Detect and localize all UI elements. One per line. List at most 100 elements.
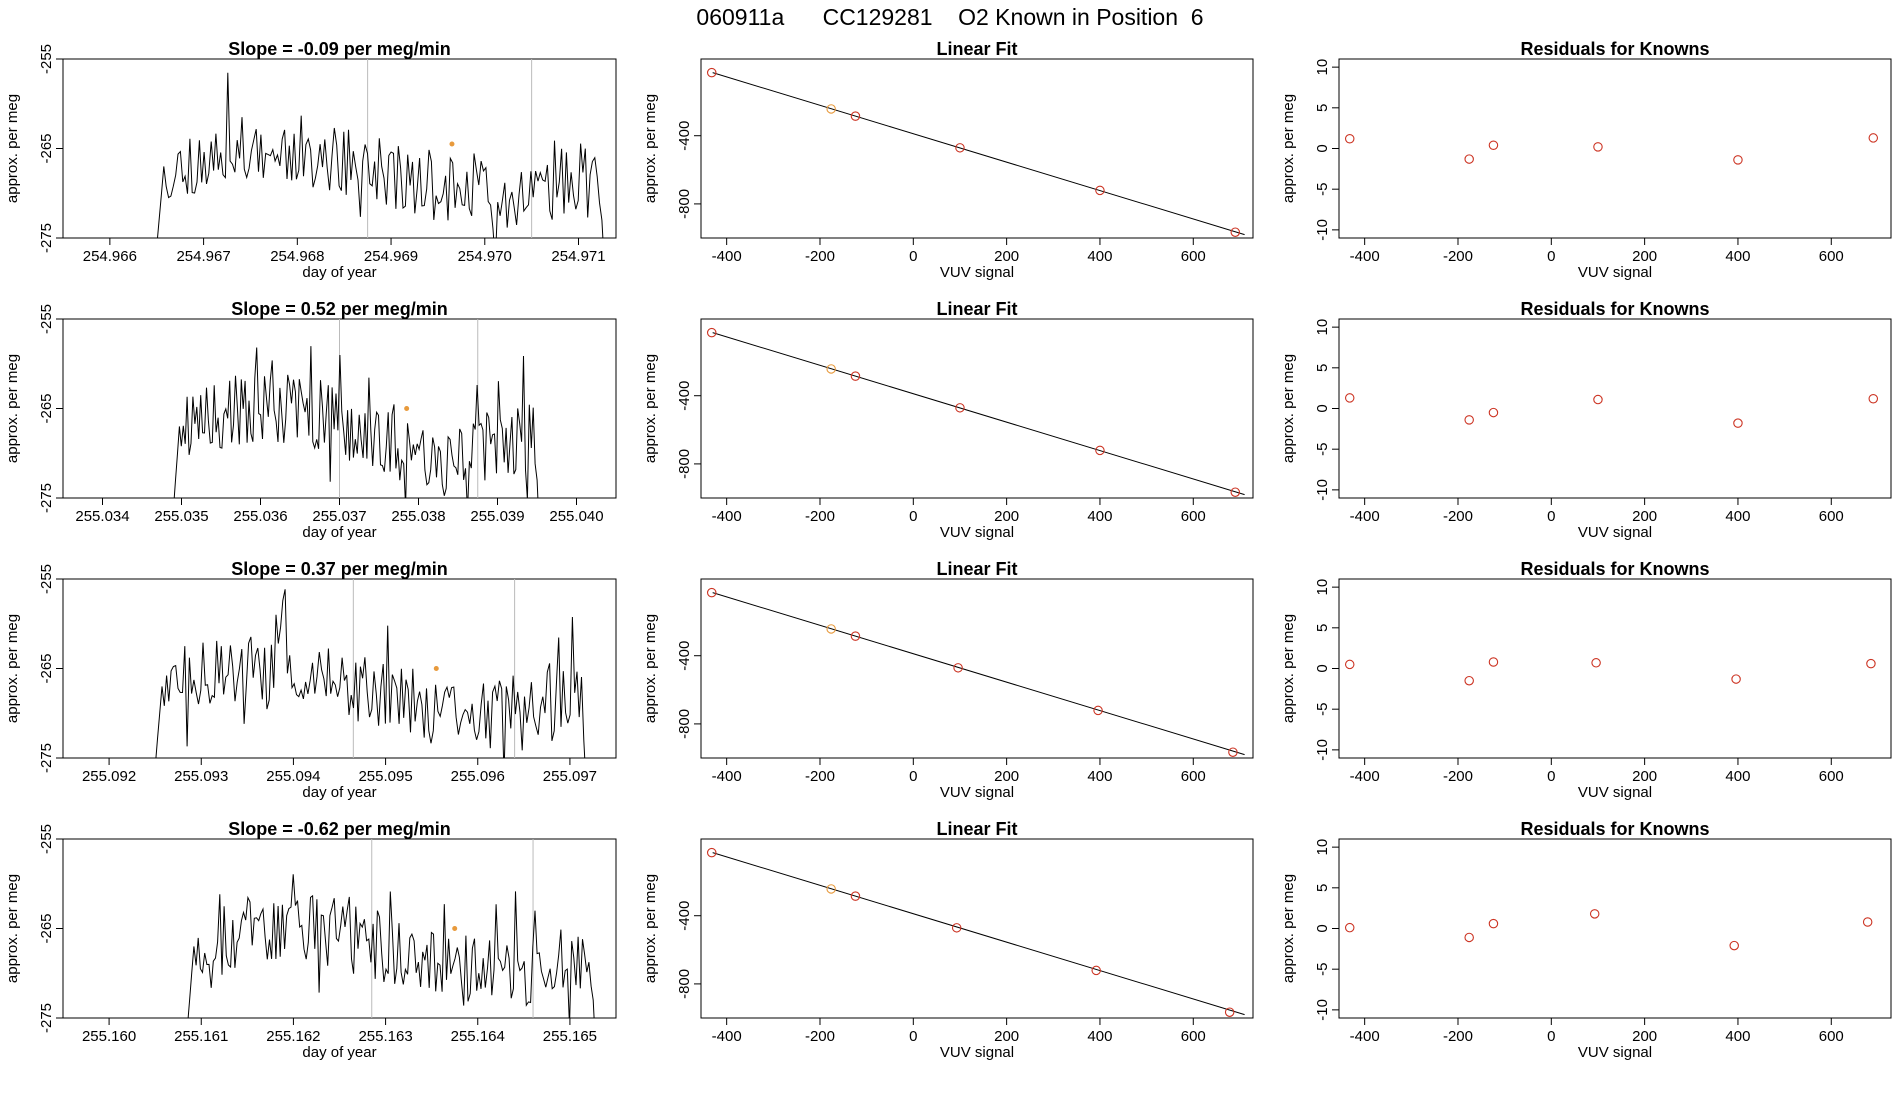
linear-fit-panel-2: Linear Fit -400 -200 0 200 400 600 -400 -800 VUV … xyxy=(642,299,1254,541)
plot-frame xyxy=(1338,318,1892,499)
y-tick-label: -10 xyxy=(1314,999,1331,1021)
y-tick-label: 10 xyxy=(1314,839,1331,856)
data-point xyxy=(1593,394,1603,405)
x-axis-label: day of year xyxy=(302,264,376,281)
y-tick-label: -10 xyxy=(1314,219,1331,241)
x-tick-label: 254.971 xyxy=(551,248,605,265)
x-tick-label: 600 xyxy=(1819,248,1844,265)
x-tick-label: -400 xyxy=(1350,508,1380,525)
plot-frame xyxy=(62,58,617,239)
data-point xyxy=(1488,407,1499,418)
panel-title: Slope = 0.37 per meg/min xyxy=(231,559,448,579)
data-point xyxy=(1230,227,1241,237)
y-tick-label: 0 xyxy=(1314,924,1331,932)
y-tick-label: -800 xyxy=(676,449,693,479)
data-point xyxy=(706,67,717,78)
y-tick-label: -400 xyxy=(676,641,693,671)
data-point xyxy=(1488,140,1499,150)
x-tick-label: 255.163 xyxy=(358,1028,412,1045)
plot-area xyxy=(155,579,586,758)
y-tick-label: -5 xyxy=(1314,703,1331,716)
x-axis-label: VUV signal xyxy=(940,524,1014,541)
y-tick-label: -10 xyxy=(1314,479,1331,501)
x-tick-label: -400 xyxy=(1350,1028,1380,1045)
data-point xyxy=(955,403,965,413)
x-tick-label: 200 xyxy=(994,1028,1019,1045)
data-point xyxy=(1344,393,1355,403)
highlight-point xyxy=(452,926,458,931)
known-point xyxy=(826,364,836,374)
data-point xyxy=(706,847,717,858)
fit-line xyxy=(712,332,1245,496)
plot-frame xyxy=(62,578,617,759)
x-tick-label: 0 xyxy=(1547,248,1555,265)
panel-title: Slope = -0.62 per meg/min xyxy=(228,819,451,839)
x-tick-label: 400 xyxy=(1725,248,1750,265)
x-tick-label: -200 xyxy=(805,248,835,265)
data-point xyxy=(1230,487,1241,497)
x-tick-label: 255.161 xyxy=(174,1028,228,1045)
residuals-panel-2: Residuals for Knowns -400 -200 0 200 400 600 10… xyxy=(1280,299,1892,541)
x-tick-label: 600 xyxy=(1181,1028,1206,1045)
plot-area xyxy=(706,67,1245,237)
data-point xyxy=(1488,657,1499,667)
y-tick-label: -5 xyxy=(1314,963,1331,976)
y-tick-label: -400 xyxy=(676,901,693,931)
plot-frame xyxy=(700,58,1254,239)
x-tick-label: 0 xyxy=(1547,508,1555,525)
x-axis-label: VUV signal xyxy=(1578,784,1652,801)
data-point xyxy=(1868,393,1879,404)
x-tick-label: 255.092 xyxy=(82,768,136,785)
x-tick-label: 255.039 xyxy=(470,508,524,525)
x-tick-label: 255.038 xyxy=(391,508,445,525)
data-point xyxy=(1868,133,1879,143)
panel-title: Residuals for Knowns xyxy=(1520,559,1709,579)
x-tick-label: 255.034 xyxy=(75,508,129,525)
panel-title: Linear Fit xyxy=(936,819,1017,839)
y-tick-label: 5 xyxy=(1314,364,1331,372)
data-point xyxy=(1344,659,1355,670)
data-point xyxy=(1344,922,1355,933)
x-tick-label: -400 xyxy=(712,248,742,265)
y-axis-label: approx. per meg xyxy=(4,614,21,723)
residuals-panel-3: Residuals for Knowns -400 -200 0 200 400 600 10… xyxy=(1280,559,1892,801)
time-series-panel-1: Slope = -0.09 per meg/min 254.966 254.967 2… xyxy=(4,39,617,281)
x-axis-label: day of year xyxy=(302,1044,376,1061)
x-axis-label: VUV signal xyxy=(940,784,1014,801)
panel-title: Linear Fit xyxy=(936,559,1017,579)
plot-area xyxy=(706,587,1245,757)
plot-area xyxy=(187,839,595,1018)
y-tick-label: -5 xyxy=(1314,183,1331,196)
x-tick-label: -200 xyxy=(1443,248,1473,265)
y-tick-label: -275 xyxy=(38,223,55,253)
x-tick-label: 255.096 xyxy=(451,768,505,785)
data-point xyxy=(955,143,965,153)
x-tick-label: 255.040 xyxy=(549,508,603,525)
x-tick-label: 255.036 xyxy=(233,508,287,525)
data-point xyxy=(850,111,861,121)
x-tick-label: 400 xyxy=(1725,1028,1750,1045)
data-point xyxy=(953,663,963,673)
fit-line xyxy=(712,852,1245,1016)
y-tick-label: 5 xyxy=(1314,884,1331,892)
x-tick-label: -400 xyxy=(712,508,742,525)
x-tick-label: -200 xyxy=(1443,508,1473,525)
fit-line xyxy=(712,592,1245,756)
x-tick-label: 400 xyxy=(1087,768,1112,785)
data-point xyxy=(1464,932,1474,943)
x-tick-label: 0 xyxy=(1547,1028,1555,1045)
x-tick-label: 200 xyxy=(994,768,1019,785)
y-axis-label: approx. per meg xyxy=(4,94,21,203)
page-title: 060911a CC129281 O2 Known in Position 6 xyxy=(696,4,1204,30)
panel-title: Slope = 0.52 per meg/min xyxy=(231,299,448,319)
plot-frame xyxy=(1338,58,1892,239)
x-tick-label: 255.093 xyxy=(174,768,228,785)
data-point xyxy=(1095,185,1105,196)
highlight-point xyxy=(404,406,410,411)
data-point xyxy=(850,631,861,641)
panel-title: Slope = -0.09 per meg/min xyxy=(228,39,451,59)
x-tick-label: 400 xyxy=(1725,768,1750,785)
data-point xyxy=(1733,155,1743,165)
plot-area xyxy=(156,59,604,238)
